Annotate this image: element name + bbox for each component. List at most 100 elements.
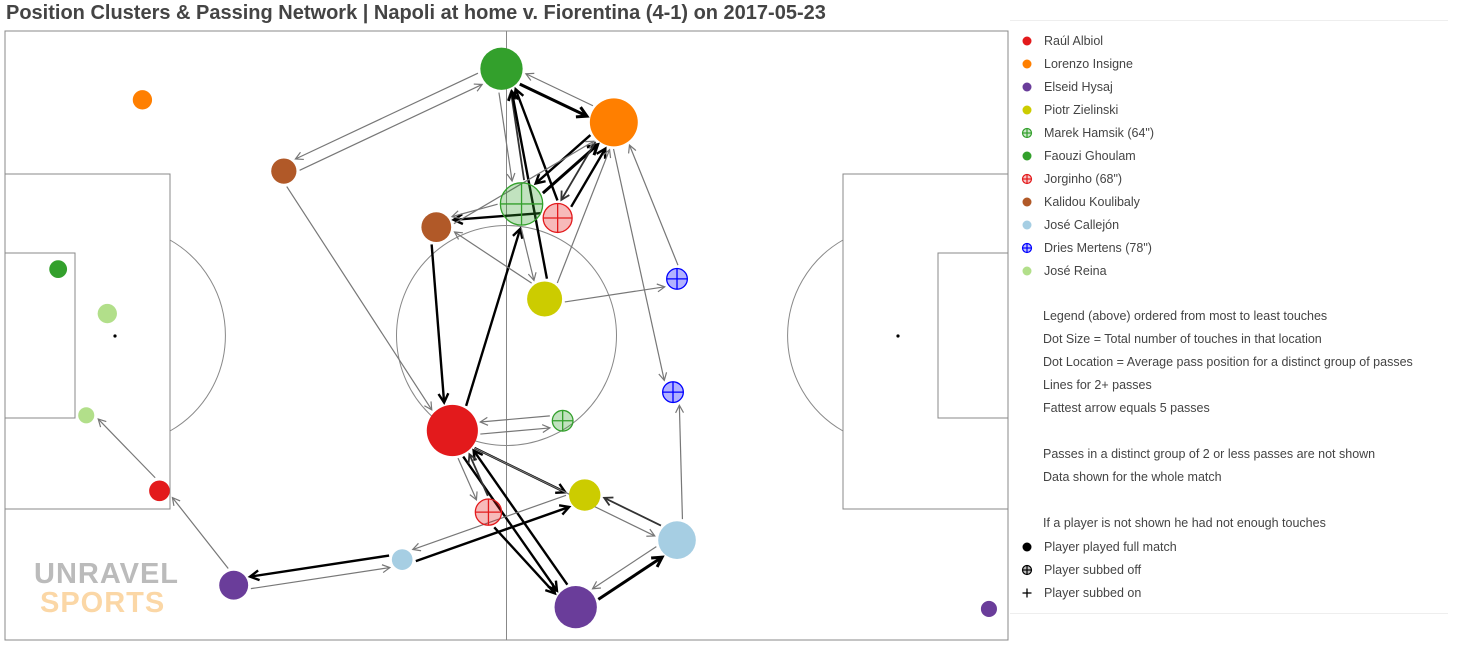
watermark: UNRAVEL SPORTS [34,558,178,619]
pass-arrow [597,555,665,601]
center-circle [396,225,617,446]
legend-marker [1010,150,1044,162]
pass-arrow [675,404,685,520]
legend-label: Dries Mertens (78") [1044,241,1152,255]
legend-label: Kalidou Koulibaly [1044,195,1140,209]
pass-arrow [520,227,537,282]
player-cluster-hysaj2 [219,570,249,600]
legend-marker [1010,196,1044,208]
right-penalty-spot [896,334,900,338]
pass-arrow [453,231,533,284]
player-cluster-mertens2 [662,381,684,404]
player-cluster-jorginho2 [474,498,503,526]
player-cluster-insigne2 [132,90,153,110]
legend-marker [1010,127,1044,139]
pass-arrow [250,564,392,590]
player-cluster-koulibaly2 [421,212,452,242]
player-cluster-callejon2 [391,549,413,570]
legend-label: Piotr Zielinski [1044,103,1119,117]
legend-label: José Callejón [1044,218,1120,232]
legend-label: Faouzi Ghoulam [1044,149,1136,163]
pass-arrow [97,418,156,479]
legend-key-marker [1010,564,1044,576]
legend-marker [1010,265,1044,277]
legend-marker [1010,58,1044,70]
pass-arrow [627,143,679,266]
legend-marker [1010,35,1044,47]
pass-arrow [570,146,607,208]
legend-key-marker [1010,541,1044,553]
player-cluster-hamsik2 [551,409,574,432]
legend-item: Raúl Albiol [1010,31,1103,51]
legend-label: Elseid Hysaj [1044,80,1113,94]
player-cluster-reina2 [78,407,95,424]
pass-arrow [286,186,433,411]
pass-arrow [430,244,450,405]
legend-note: Passes in a distinct group of 2 or less … [1043,447,1376,461]
pass-arrow [493,526,557,596]
player-cluster-reina1 [97,303,117,324]
pass-arrow [457,457,478,501]
player-cluster-callejon1 [658,521,696,559]
chart-title: Position Clusters & Passing Network | Na… [6,2,826,24]
player-cluster-zielinski2 [569,479,601,511]
legend-marker [1010,219,1044,231]
legend-item: Marek Hamsik (64") [1010,123,1154,143]
legend-key-marker [1010,587,1044,599]
legend-marker [1010,173,1044,185]
player-cluster-ghoulam1 [480,47,523,90]
legend: Raúl Albiol Lorenzo Insigne Elseid Hysaj Pi… [1010,20,1448,614]
legend-key: Player played full match [1010,537,1177,557]
legend-note: Data shown for the whole match [1043,470,1222,484]
player-cluster-zielinski1 [527,281,563,317]
pass-arrows [97,72,685,601]
legend-marker [1010,104,1044,116]
legend-note: Dot Size = Total number of touches in th… [1043,332,1322,346]
legend-key: Player subbed off [1010,560,1141,580]
legend-key-label: Player played full match [1044,540,1177,554]
pass-arrow [564,283,666,303]
legend-note: Lines for 2+ passes [1043,378,1152,392]
legend-marker [1010,81,1044,93]
player-cluster-koulibaly1 [271,158,297,184]
pass-arrow [524,72,594,107]
left-penalty-box [4,173,171,510]
legend-label: José Reina [1044,264,1107,278]
pass-arrow [498,92,516,183]
pass-arrow [171,496,229,569]
legend-key: Player subbed on [1010,583,1141,603]
pass-arrow [464,226,524,407]
player-cluster-mertens1 [666,267,688,290]
player-cluster-albiol2 [149,480,170,502]
legend-item: Faouzi Ghoulam [1010,146,1136,166]
right-penalty-box [842,173,1009,510]
pass-arrow [467,452,489,497]
right-six-yard-box [937,252,1009,419]
legend-label: Raúl Albiol [1044,34,1104,48]
legend-item: José Reina [1010,261,1107,281]
player-cluster-hysaj1 [554,585,597,629]
legend-label: Jorginho (68") [1044,172,1123,186]
legend-key-label: Player subbed on [1044,586,1142,600]
pass-arrow [591,546,657,590]
pass-arrow [415,504,572,563]
pass-arrow [612,148,668,382]
watermark-line2: SPORTS [40,587,165,619]
pass-arrow [299,83,484,171]
legend-item: Lorenzo Insigne [1010,54,1133,74]
legend-note: Legend (above) ordered from most to leas… [1043,309,1328,323]
left-penalty-spot [113,334,117,338]
pass-arrow [480,424,552,435]
pass-arrow [411,494,567,552]
player-clusters [49,47,997,629]
player-cluster-hysaj3 [980,600,997,617]
legend-item: Elseid Hysaj [1010,77,1113,97]
pass-arrow [247,554,390,582]
legend-note: Fattest arrow equals 5 passes [1043,401,1210,415]
pass-arrow [507,88,549,279]
pass-arrow [602,496,662,527]
left-penalty-arc [169,239,226,432]
legend-item: Dries Mertens (78") [1010,238,1152,258]
pass-arrow [450,203,498,220]
pass-arrow [451,212,541,226]
